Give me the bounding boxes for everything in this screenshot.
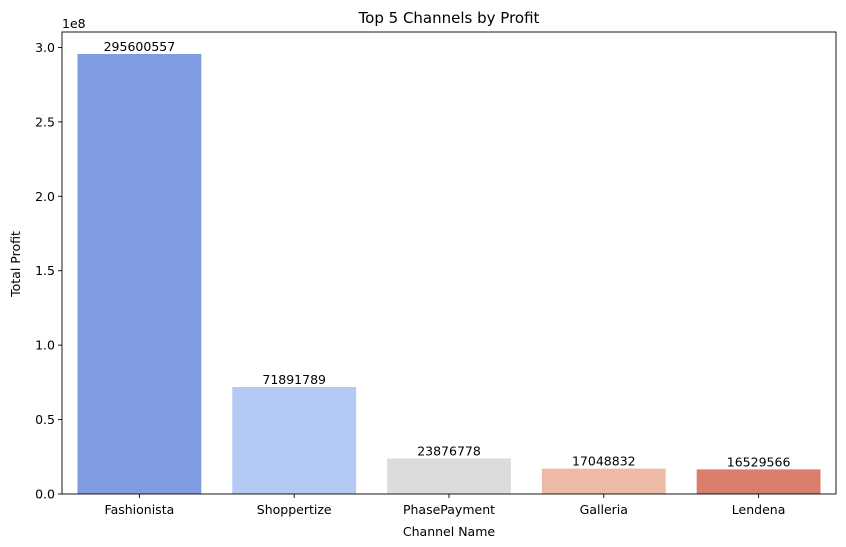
y-tick-label: 2.0 xyxy=(35,189,55,204)
bar-shoppertize xyxy=(232,386,357,494)
bar-lendena xyxy=(696,469,821,494)
y-tick-label: 3.0 xyxy=(35,40,55,55)
y-tick-label: 2.5 xyxy=(35,114,55,129)
y-axis-label: Total Profit xyxy=(8,231,23,298)
data-label-galleria: 17048832 xyxy=(572,454,636,469)
y-axis-ticks: 0.0 0.5 1.0 1.5 2.0 2.5 3.0 xyxy=(35,40,62,502)
x-axis-label: Channel Name xyxy=(403,524,495,539)
bars-group xyxy=(77,54,821,494)
x-tick-label-galleria: Galleria xyxy=(580,502,628,517)
y-axis-offset-label: 1e8 xyxy=(62,16,86,31)
data-label-shoppertize: 71891789 xyxy=(262,372,326,387)
x-tick-label-phasepayment: PhasePayment xyxy=(403,502,495,517)
bar-fashionista xyxy=(77,54,202,494)
y-tick-label: 0.5 xyxy=(35,412,55,427)
x-tick-label-shoppertize: Shoppertize xyxy=(257,502,332,517)
y-tick-label: 1.0 xyxy=(35,338,55,353)
x-tick-label-lendena: Lendena xyxy=(732,502,786,517)
x-tick-label-fashionista: Fashionista xyxy=(105,502,175,517)
y-tick-label: 0.0 xyxy=(35,487,55,502)
y-tick-label: 1.5 xyxy=(35,263,55,278)
plot-area-frame xyxy=(61,31,837,495)
data-labels-group: 295600557 71891789 23876778 17048832 1652956… xyxy=(104,39,791,469)
data-label-fashionista: 295600557 xyxy=(104,39,176,54)
bar-phasepayment xyxy=(387,458,511,494)
data-label-phasepayment: 23876778 xyxy=(417,443,481,458)
chart-title: Top 5 Channels by Profit xyxy=(358,9,540,27)
x-axis-ticks: Fashionista Shoppertize PhasePayment Galler… xyxy=(105,494,786,517)
data-label-lendena: 16529566 xyxy=(727,454,791,469)
bar-galleria xyxy=(541,468,666,494)
